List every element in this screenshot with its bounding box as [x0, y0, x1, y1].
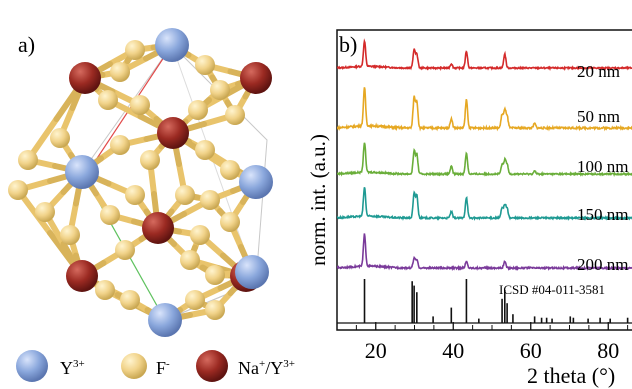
- fluorine-atom: [100, 205, 120, 225]
- curve-label: 100 nm: [577, 157, 628, 176]
- fluorine-atom: [205, 265, 225, 285]
- xrd-chart: b) norm. int. (a.u.) 20 40 60 80 2 theta (°…: [306, 29, 632, 388]
- xrd-curve-20-nm: [337, 38, 632, 72]
- fluorine-atom: [8, 180, 28, 200]
- crystal-structure: [8, 28, 273, 337]
- fluorine-atom: [50, 128, 70, 148]
- xrd-curve-150-nm: [337, 187, 632, 221]
- fluorine-atom: [110, 135, 130, 155]
- fluorine-atom: [188, 100, 208, 120]
- x-axis-ticks: 20 40 60 80: [336, 322, 629, 363]
- fluorine-atom: [175, 185, 195, 205]
- y-axis-label: norm. int. (a.u.): [306, 134, 330, 266]
- curve-label: 20 nm: [577, 62, 620, 81]
- fluorine-atom: [190, 225, 210, 245]
- fluorine-atom: [125, 40, 145, 60]
- fluorine-atom: [210, 80, 230, 100]
- curve-label: 150 nm: [577, 205, 628, 224]
- fluorine-atom: [115, 240, 135, 260]
- sodium-yttrium-atom: [66, 260, 98, 292]
- fluorine-sphere-icon: [121, 353, 147, 379]
- fluorine-atom: [120, 290, 140, 310]
- sodium-yttrium-atom: [240, 62, 272, 94]
- x-tick-label: 40: [442, 338, 464, 363]
- fluorine-atom: [205, 300, 225, 320]
- curve-labels: 20 nm 50 nm 100 nm 150 nm 200 nm ICSD #04-011…: [499, 62, 628, 297]
- curve-label: 200 nm: [577, 255, 628, 274]
- fluorine-atom: [195, 55, 215, 75]
- panel-a-label: a): [18, 32, 35, 57]
- xrd-curve-200-nm: [337, 233, 632, 272]
- legend-sodium-yttrium-label: Na+/Y3+: [238, 358, 295, 378]
- fluorine-atom: [185, 290, 205, 310]
- yttrium-atom: [239, 165, 273, 199]
- fluorine-atom: [18, 150, 38, 170]
- fluorine-atom: [140, 150, 160, 170]
- atom-legend: Y3+ F- Na+/Y3+: [16, 350, 295, 382]
- fluorine-atom: [95, 280, 115, 300]
- x-tick-label: 80: [597, 338, 619, 363]
- sodium-yttrium-atom: [157, 117, 189, 149]
- fluorine-atom: [180, 250, 200, 270]
- xrd-curves: [337, 38, 632, 324]
- fluorine-atom: [220, 212, 240, 232]
- fluorine-atom: [125, 185, 145, 205]
- fluorine-atom: [60, 225, 80, 245]
- yttrium-sphere-icon: [16, 350, 48, 382]
- yttrium-atom: [65, 155, 99, 189]
- sodium-yttrium-atom: [142, 212, 174, 244]
- curve-label: 50 nm: [577, 107, 620, 126]
- reference-label: ICSD #04-011-3581: [499, 282, 605, 297]
- fluorine-atom: [130, 95, 150, 115]
- fluorine-atom: [220, 160, 240, 180]
- fluorine-atom: [35, 202, 55, 222]
- x-tick-label: 20: [365, 338, 387, 363]
- yttrium-atom: [148, 303, 182, 337]
- yttrium-atom: [155, 28, 189, 62]
- xrd-curve-50-nm: [337, 87, 632, 132]
- sodium-yttrium-atom: [69, 62, 101, 94]
- fluorine-atom: [195, 140, 215, 160]
- x-axis-label: 2 theta (°): [527, 363, 615, 388]
- legend-fluorine-label: F-: [156, 358, 170, 378]
- sodium-yttrium-sphere-icon: [196, 350, 228, 382]
- fluorine-atom: [98, 90, 118, 110]
- x-tick-label: 60: [520, 338, 542, 363]
- fluorine-atom: [110, 62, 130, 82]
- fluorine-atom: [200, 190, 220, 210]
- panel-b-label: b): [339, 32, 357, 57]
- fluorine-atom: [225, 105, 245, 125]
- yttrium-atom: [235, 255, 269, 289]
- xrd-curve-100-nm: [337, 142, 632, 178]
- legend-yttrium-label: Y3+: [60, 358, 85, 378]
